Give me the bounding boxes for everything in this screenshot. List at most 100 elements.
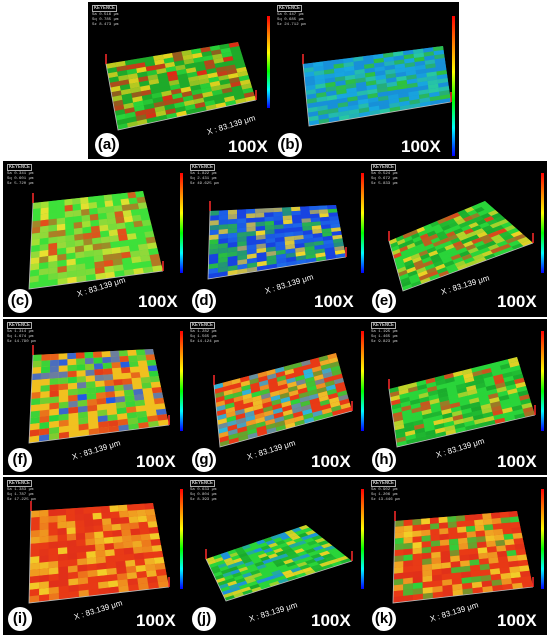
surface-cell — [303, 368, 313, 375]
surface-cell — [513, 234, 527, 241]
stat-sz: Sz 5.720 μm — [7, 182, 34, 186]
surface-cell — [250, 386, 261, 394]
surface-cell — [262, 558, 273, 565]
surface-cell — [145, 236, 156, 244]
surface-cell — [140, 213, 151, 221]
surface-cell — [122, 97, 134, 105]
surface-cell — [484, 207, 496, 213]
surface-cell — [465, 244, 477, 251]
surface-cell — [451, 410, 463, 417]
surface-cell — [213, 93, 224, 100]
surface-cell — [41, 354, 51, 361]
surface-cell — [403, 542, 413, 550]
surface-cell — [290, 535, 301, 541]
surface-cell — [403, 577, 413, 585]
surface-cell — [450, 212, 461, 219]
panel-f: KEYENCE Sa 1.314 μm Sq 1.674 μm Sz 14.79… — [3, 319, 186, 475]
surface-cell — [378, 99, 390, 106]
surface-cell — [312, 233, 323, 238]
surface-cell — [374, 62, 385, 68]
surface-cell — [261, 397, 272, 404]
surface-cell — [453, 370, 464, 378]
surface-cell — [166, 70, 178, 77]
surface-cell — [142, 387, 153, 395]
surface-cell — [275, 245, 286, 251]
surface-cell — [258, 542, 269, 548]
surface-cell — [133, 388, 144, 396]
surface-cell — [434, 375, 445, 382]
surface-cell — [464, 206, 475, 213]
surface-cell — [517, 390, 529, 397]
surface-cell — [286, 256, 297, 263]
surface-cell — [479, 234, 491, 241]
surface-cell — [120, 523, 131, 530]
surface-cell — [501, 522, 512, 529]
surface-cell — [135, 232, 146, 239]
surface-cell — [393, 578, 404, 586]
roughness-stats: KEYENCE Sa 1.282 μm Sq 1.565 μm Sz 14.12… — [190, 322, 219, 345]
surface-cell — [473, 240, 485, 248]
surface-cell — [65, 234, 75, 242]
surface-cell — [85, 544, 96, 552]
surface-cell — [412, 236, 422, 243]
surface-cell — [89, 213, 99, 221]
stat-sz: Sz 49.625 μm — [190, 182, 219, 186]
surface-cell — [130, 528, 141, 536]
surface-cell — [64, 210, 74, 218]
surface-cell — [306, 93, 317, 100]
surface-cell — [104, 385, 115, 393]
surface-cell — [428, 394, 439, 401]
surface-cell — [219, 435, 229, 443]
surface-cell — [474, 206, 485, 213]
surface-cell — [282, 405, 293, 412]
surface-cell — [399, 392, 410, 400]
surface-cell — [234, 62, 246, 69]
surface-cell — [470, 564, 481, 572]
surface-cell — [242, 87, 254, 94]
surface-cell — [202, 55, 214, 62]
surface-cell — [444, 425, 456, 432]
surface-cell — [225, 406, 236, 414]
surface-cell — [281, 400, 292, 408]
surface-cell — [162, 53, 174, 59]
surface-cell — [454, 422, 466, 430]
surface-cell — [105, 391, 116, 398]
surface-cell — [286, 377, 296, 384]
surface-cell — [412, 524, 422, 532]
surface-cell — [507, 357, 519, 364]
surface-cell — [431, 545, 441, 553]
surface-cell — [128, 77, 139, 84]
surface-cell — [463, 240, 474, 248]
surface-cell — [260, 545, 271, 551]
surface-cell — [334, 382, 346, 389]
surface-cell — [122, 535, 133, 543]
surface-cell — [222, 380, 232, 388]
surface-cell — [441, 573, 452, 581]
surface-cell — [299, 395, 310, 403]
surface-cell — [288, 542, 299, 549]
surface-cell — [246, 244, 257, 251]
surface-cell — [315, 83, 326, 90]
surface-cell — [209, 45, 221, 51]
surface-cell — [40, 372, 50, 380]
surface-cell — [449, 397, 460, 405]
surface-cell — [40, 219, 49, 227]
surface-cell — [394, 255, 403, 263]
surface-cell — [510, 231, 523, 238]
surface-cell — [329, 219, 340, 225]
surface-cell — [265, 423, 276, 430]
surface-cell — [325, 251, 336, 257]
surface-cell — [48, 560, 59, 569]
surface-cell — [468, 234, 480, 241]
surface-cell — [275, 366, 285, 374]
surface-cell — [328, 357, 339, 364]
surface-cell — [464, 376, 475, 384]
surface-cell — [447, 267, 459, 274]
surface-cell — [313, 236, 324, 242]
surface-cell — [82, 232, 92, 240]
surface-cell — [49, 420, 59, 429]
surface-cell — [100, 505, 111, 513]
surface-cell — [277, 379, 288, 387]
surface-cell — [447, 389, 458, 396]
surface-cell — [65, 222, 74, 230]
